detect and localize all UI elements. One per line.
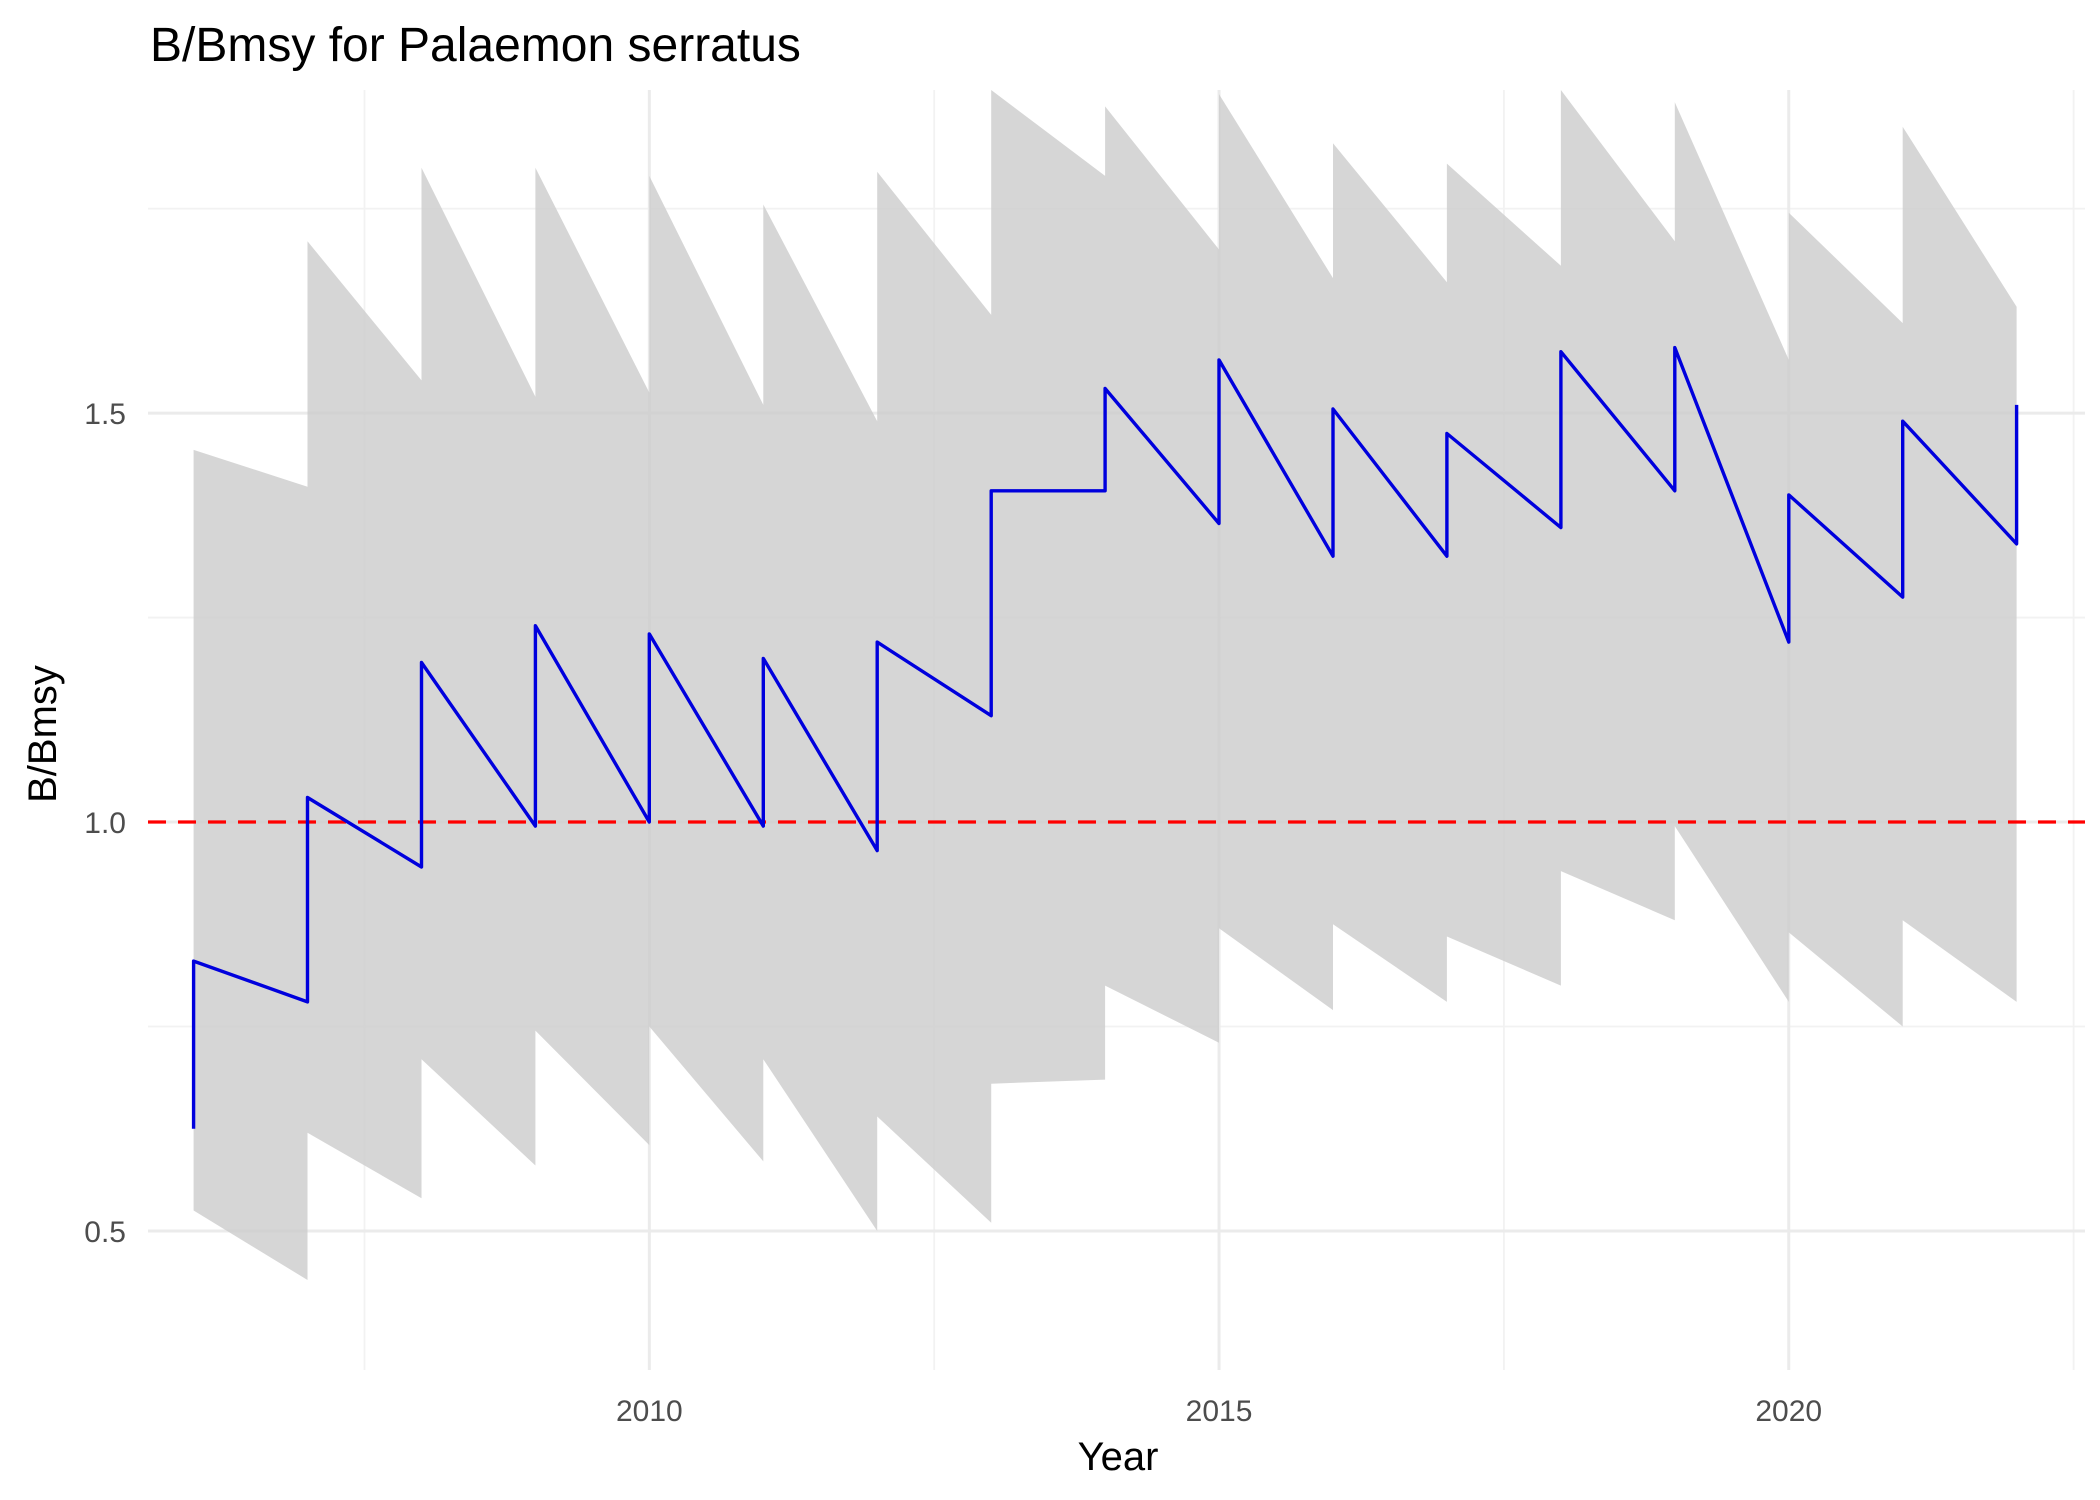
series-line-group (191, 345, 2019, 1129)
confidence-band-area (193, 90, 2017, 1280)
y-axis-ticks: 0.5 1.0 1.5 (84, 398, 126, 1249)
x-tick-label-0: 2010 (616, 1395, 683, 1428)
chart-title: B/Bmsy for Palaemon serratus (150, 19, 801, 72)
confidence-band (193, 90, 2017, 1280)
x-axis-ticks: 2010 2015 2020 (616, 1395, 1822, 1428)
y-tick-label-1: 1.0 (84, 807, 126, 840)
y-axis-title: B/Bmsy (21, 665, 65, 803)
x-tick-label-2: 2020 (1755, 1395, 1822, 1428)
x-axis-title: Year (1078, 1435, 1159, 1479)
y-tick-label-2: 1.5 (84, 398, 126, 431)
series-line (191, 345, 2019, 1129)
y-tick-label-0: 0.5 (84, 1216, 126, 1249)
x-tick-label-1: 2015 (1186, 1395, 1253, 1428)
